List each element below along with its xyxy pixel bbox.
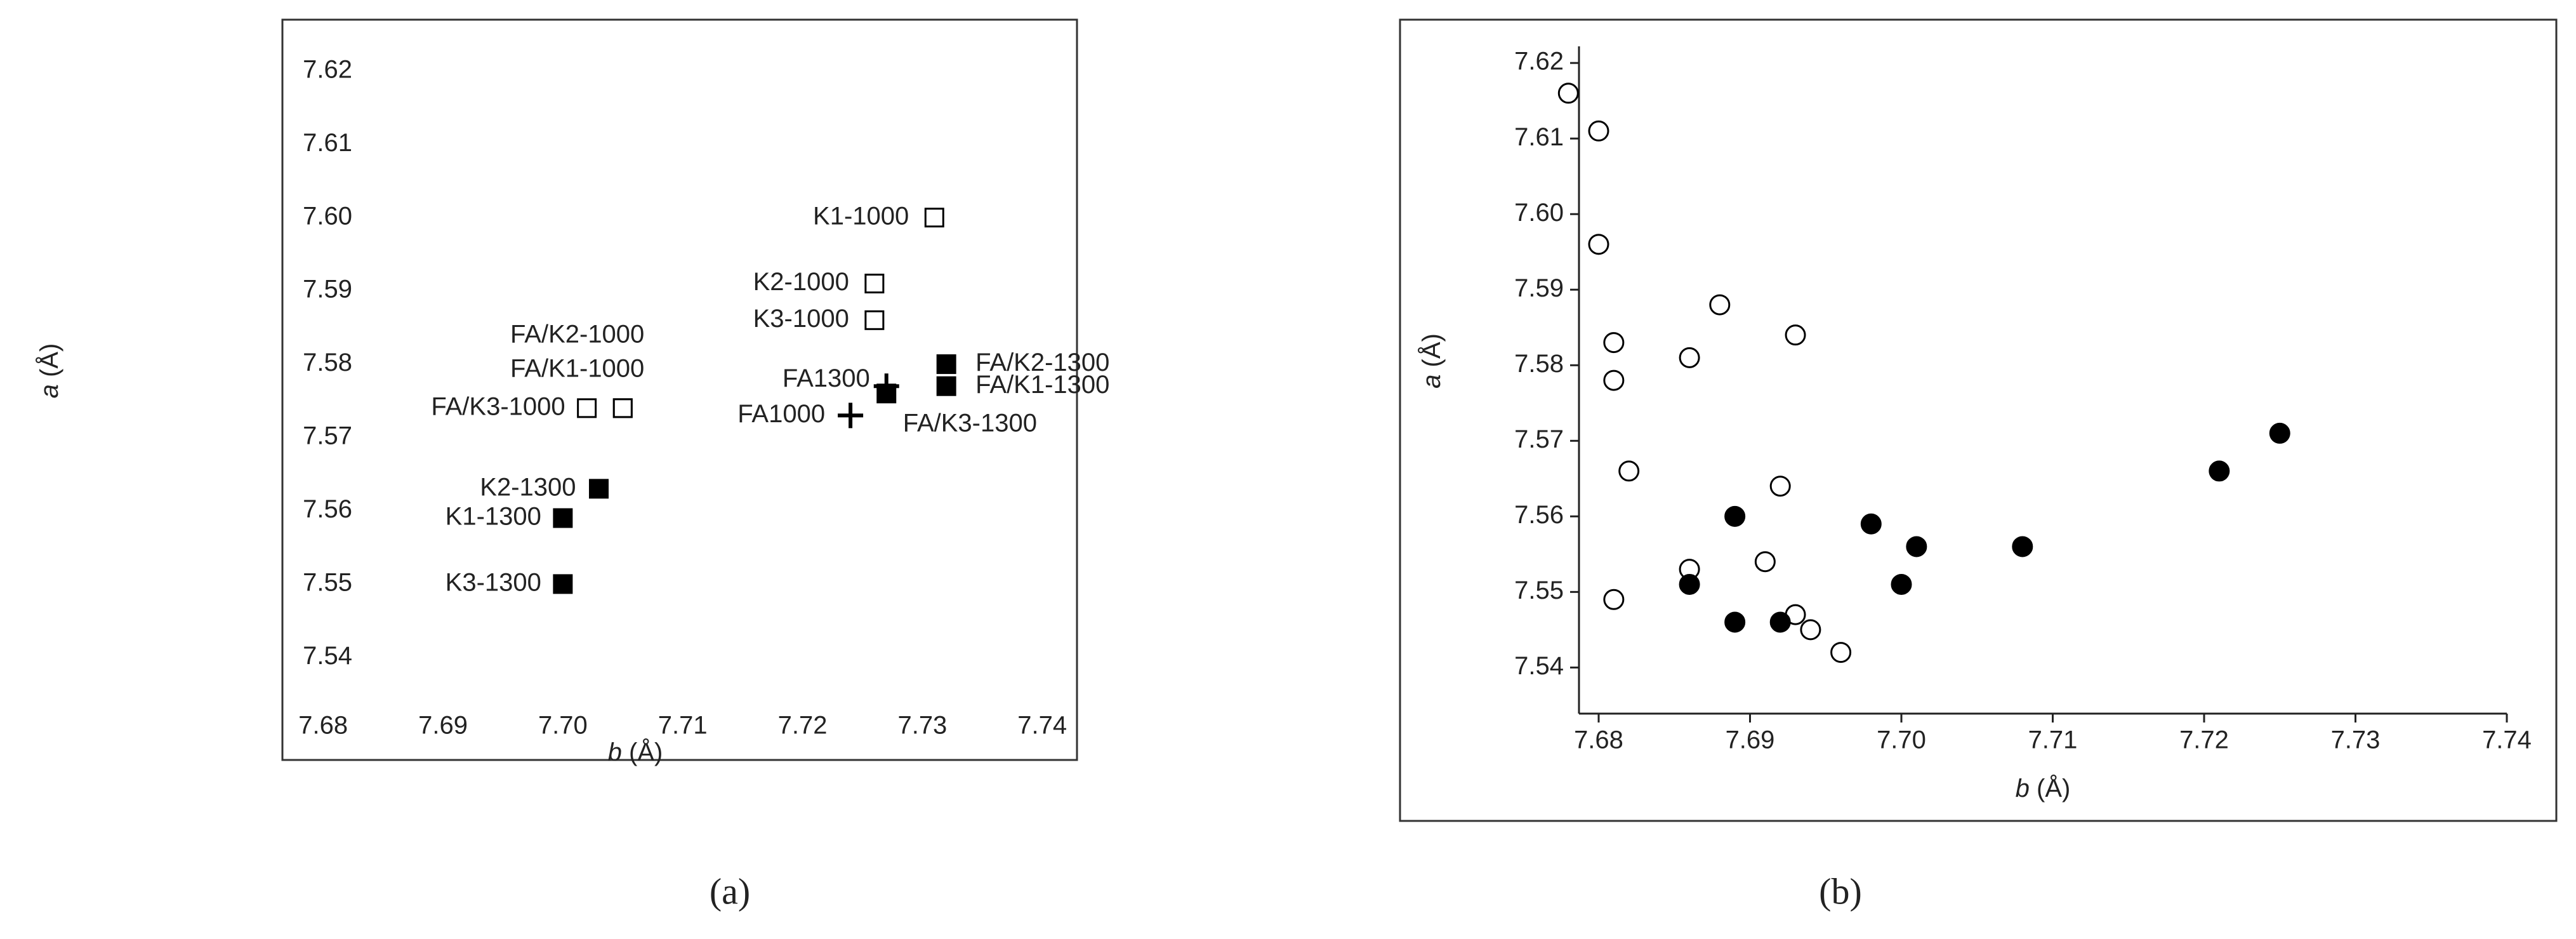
marker (2269, 422, 2290, 444)
x-tick-label: 7.71 (658, 712, 708, 740)
marker (924, 208, 944, 228)
point-label: FA/K3-1000 (431, 392, 565, 420)
marker (1603, 589, 1625, 610)
point-label: FA/K1-1300 (975, 371, 1109, 399)
marker (1800, 619, 1821, 641)
y-tick-label: 7.62 (303, 55, 352, 83)
y-axis-unit: (Å) (1417, 333, 1446, 367)
x-tick-label: 7.71 (2028, 726, 2078, 754)
marker (1603, 332, 1625, 354)
marker (1709, 294, 1731, 316)
x-tick-label: 7.73 (897, 712, 947, 740)
marker (1785, 324, 1806, 346)
panel-frame (281, 18, 1078, 761)
marker (1860, 513, 1882, 535)
y-tick-label: 7.54 (1514, 652, 1564, 680)
marker (577, 398, 597, 418)
x-axis-var: b (608, 738, 622, 766)
x-axis-unit: (Å) (629, 738, 663, 766)
marker (936, 376, 956, 396)
x-axis-var: b (2016, 775, 2030, 802)
caption: (a) (710, 870, 750, 912)
point-label: FA1000 (737, 400, 825, 428)
marker (1724, 611, 1746, 633)
y-tick-label: 7.61 (303, 129, 352, 157)
marker (1906, 536, 1927, 557)
point-label: K2-1000 (753, 268, 849, 296)
y-tick-label: 7.61 (1514, 123, 1564, 151)
y-tick-label: 7.55 (303, 568, 352, 596)
marker (2209, 460, 2230, 482)
marker (1724, 505, 1746, 527)
y-axis-label: a (Å) (1417, 333, 1446, 389)
panel-frame (1399, 18, 2558, 822)
x-axis-label: b (Å) (2016, 774, 2071, 802)
point-label: K3-1000 (753, 305, 849, 333)
y-tick-label: 7.55 (1514, 576, 1564, 604)
y-tick-label: 7.56 (1514, 501, 1564, 529)
marker (1891, 573, 1912, 595)
marker (1618, 460, 1640, 482)
marker (936, 354, 956, 375)
y-tick-label: 7.58 (1514, 350, 1564, 378)
marker (1830, 642, 1852, 663)
x-tick-label: 7.69 (1726, 726, 1775, 754)
marker (1769, 611, 1791, 633)
y-tick-label: 7.56 (303, 495, 352, 523)
point-label: K1-1000 (813, 202, 909, 230)
y-axis-label: a (Å) (35, 343, 63, 399)
point-label: FA1300 (783, 364, 870, 392)
marker (1557, 83, 1579, 104)
y-tick-label: 7.60 (303, 202, 352, 230)
y-tick-label: 7.54 (303, 642, 352, 670)
y-tick-label: 7.57 (1514, 425, 1564, 453)
marker (864, 310, 885, 330)
marker (2012, 536, 2033, 557)
marker (1769, 476, 1791, 497)
y-axis-var: a (36, 384, 63, 398)
marker (612, 398, 633, 418)
marker (1754, 551, 1776, 573)
y-axis-unit: (Å) (35, 343, 63, 377)
point-label: FA/K2-1000 (510, 320, 644, 348)
caption: (b) (1819, 870, 1862, 912)
x-tick-label: 7.68 (1574, 726, 1623, 754)
y-tick-label: 7.60 (1514, 199, 1564, 227)
x-axis-unit: (Å) (2037, 774, 2070, 802)
point-label: K1-1300 (446, 503, 541, 531)
x-tick-label: 7.74 (1017, 712, 1067, 740)
marker (873, 373, 899, 399)
x-tick-label: 7.72 (2179, 726, 2229, 754)
marker (1588, 120, 1609, 142)
x-tick-label: 7.70 (538, 712, 588, 740)
marker (1588, 234, 1609, 255)
marker (864, 274, 885, 294)
y-tick-label: 7.59 (303, 276, 352, 303)
point-label: FA/K3-1300 (903, 409, 1037, 437)
x-tick-label: 7.74 (2482, 726, 2532, 754)
y-tick-label: 7.58 (303, 349, 352, 376)
point-label: K2-1300 (480, 473, 576, 501)
x-tick-label: 7.73 (2331, 726, 2381, 754)
marker (1603, 370, 1625, 391)
x-axis-label: b (Å) (608, 738, 663, 766)
x-tick-label: 7.70 (1877, 726, 1926, 754)
x-tick-label: 7.69 (418, 712, 468, 740)
marker (553, 508, 573, 528)
y-tick-label: 7.57 (303, 422, 352, 450)
marker (838, 403, 864, 429)
y-tick-label: 7.59 (1514, 274, 1564, 302)
marker (1679, 573, 1700, 595)
x-tick-label: 7.68 (298, 712, 348, 740)
y-axis-var: a (1418, 375, 1446, 389)
marker (589, 479, 609, 499)
y-tick-label: 7.62 (1514, 48, 1564, 76)
point-label: FA/K1-1000 (510, 354, 644, 382)
marker (553, 574, 573, 594)
point-label: K3-1300 (446, 568, 541, 596)
x-tick-label: 7.72 (778, 712, 828, 740)
point-label: FA/K2-1300 (975, 349, 1109, 376)
marker (1679, 347, 1700, 368)
